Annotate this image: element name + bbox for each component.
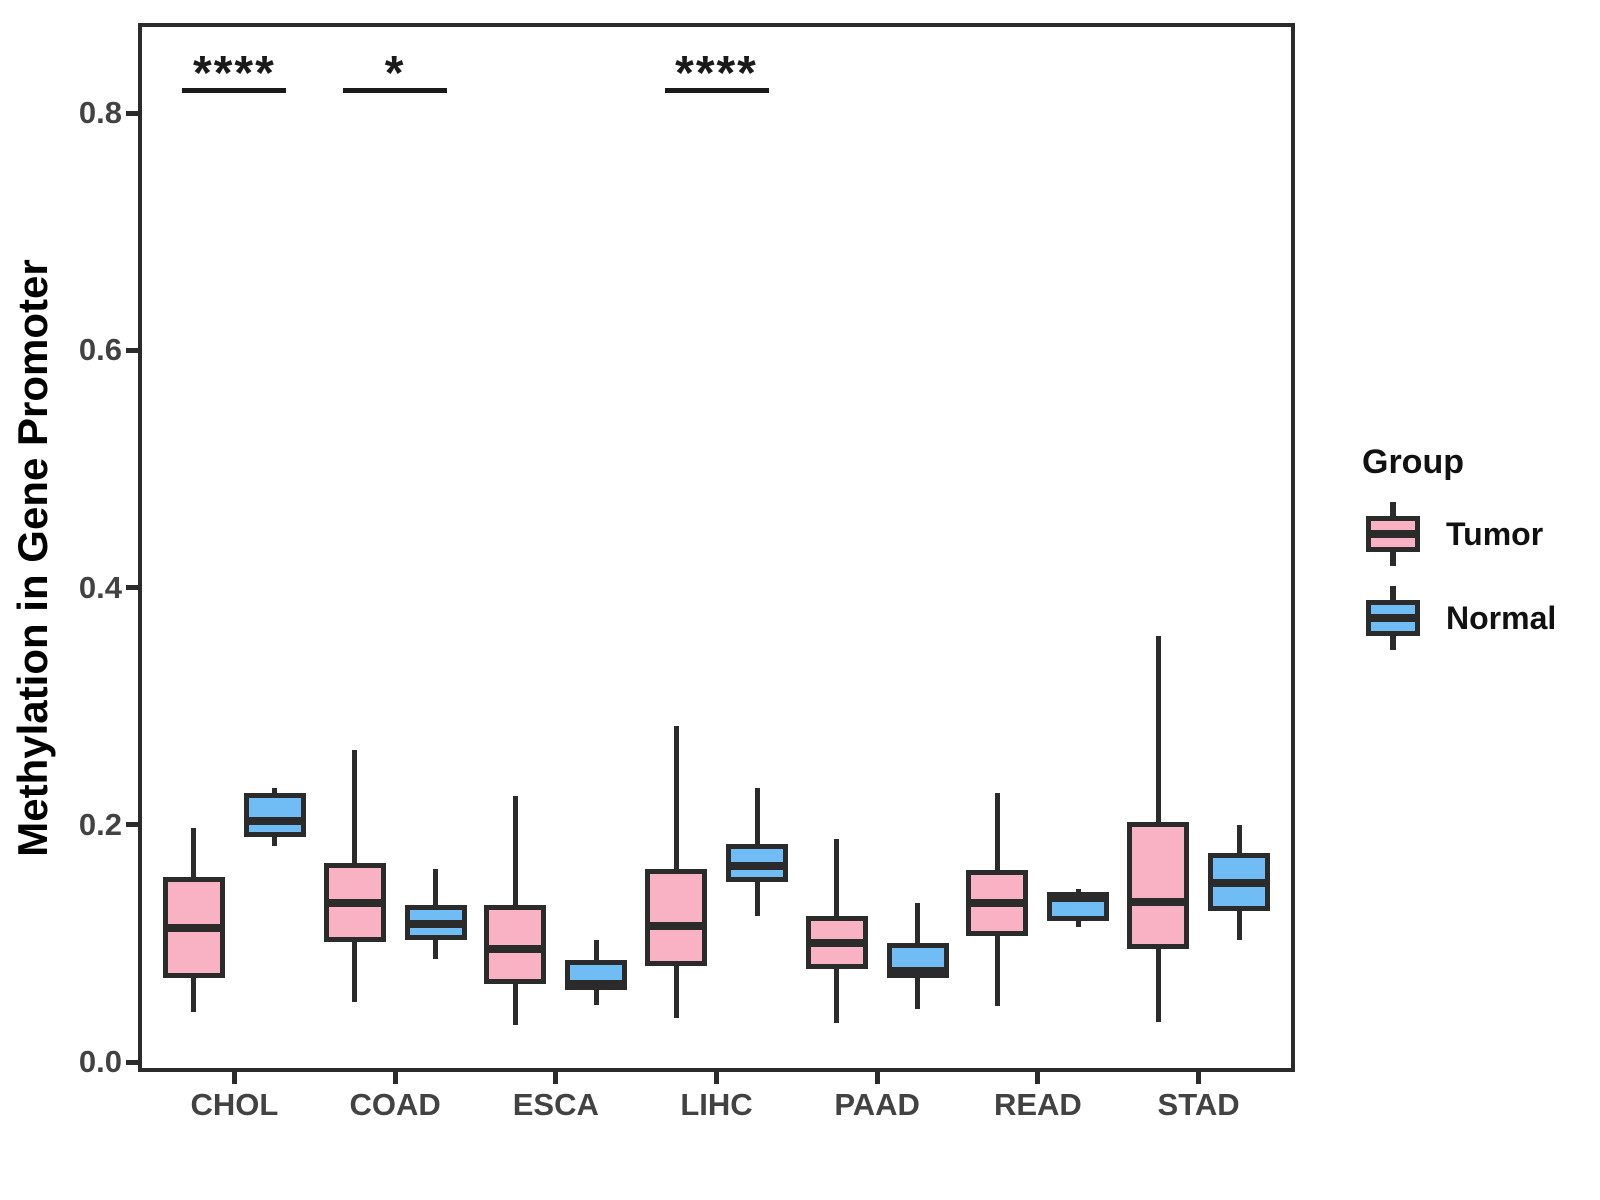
- median-paad-normal: [886, 966, 949, 975]
- median-chol-tumor: [162, 923, 225, 932]
- x-tick-mark: [1196, 1072, 1202, 1084]
- significance-label-chol: ****: [193, 47, 276, 100]
- median-coad-normal: [404, 920, 467, 929]
- plot-panel: [138, 23, 1295, 1072]
- x-tick-mark: [714, 1072, 719, 1084]
- x-tick-mark: [1035, 1072, 1041, 1084]
- median-chol-normal: [243, 817, 306, 826]
- legend-item-normal: Normal: [1366, 586, 1595, 650]
- y-tick-label: 0.4: [78, 569, 122, 605]
- x-tick-label-paad: PAAD: [834, 1087, 920, 1122]
- key-median: [1366, 614, 1420, 622]
- x-tick-label-read: READ: [993, 1087, 1082, 1122]
- y-tick-label: 0.6: [78, 332, 122, 368]
- y-tick-label: 0.0: [78, 1044, 122, 1079]
- significance-bar-coad: [343, 88, 448, 93]
- box-chol-normal: [243, 792, 306, 837]
- median-read-tumor: [966, 899, 1029, 908]
- y-tick-mark: [126, 822, 138, 828]
- median-esca-normal: [565, 979, 628, 988]
- median-lihc-normal: [726, 862, 788, 871]
- x-tick-mark: [231, 1072, 237, 1084]
- median-read-normal: [1047, 894, 1110, 903]
- box-esca-tumor: [484, 905, 547, 984]
- key-median: [1366, 530, 1420, 538]
- y-tick-mark: [126, 1059, 138, 1065]
- normal-boxplot-key-icon: [1366, 586, 1420, 650]
- legend-item-label: Normal: [1446, 599, 1557, 636]
- x-tick-label-lihc: LIHC: [680, 1087, 753, 1122]
- significance-label-lihc: ****: [675, 47, 758, 100]
- box-lihc-tumor: [645, 868, 707, 966]
- median-stad-tumor: [1127, 897, 1190, 906]
- significance-label-coad: *: [384, 47, 406, 100]
- y-tick-mark: [126, 110, 138, 116]
- y-tick-mark: [126, 585, 138, 591]
- legend: Group Tumor Normal: [1350, 443, 1595, 650]
- y-tick-label: 0.2: [78, 806, 122, 842]
- median-esca-tumor: [484, 945, 547, 954]
- median-paad-tumor: [805, 939, 868, 948]
- x-tick-label-chol: CHOL: [190, 1087, 279, 1122]
- y-tick-label: 0.8: [78, 95, 122, 131]
- x-tick-label-coad: COAD: [349, 1087, 441, 1122]
- x-tick-mark: [392, 1072, 398, 1084]
- median-coad-tumor: [323, 899, 386, 908]
- x-tick-label-esca: ESCA: [512, 1087, 599, 1122]
- y-tick-mark: [126, 347, 138, 353]
- legend-item-tumor: Tumor: [1366, 502, 1595, 566]
- tumor-boxplot-key-icon: [1366, 502, 1420, 566]
- significance-bar-lihc: [664, 88, 769, 93]
- x-tick-mark: [553, 1072, 559, 1084]
- median-stad-normal: [1208, 878, 1271, 887]
- median-lihc-tumor: [645, 921, 707, 930]
- legend-title: Group: [1362, 443, 1464, 481]
- box-stad-tumor: [1127, 822, 1190, 950]
- significance-bar-chol: [182, 88, 287, 93]
- x-tick-mark: [874, 1072, 880, 1084]
- legend-item-label: Tumor: [1446, 515, 1544, 552]
- x-tick-label-stad: STAD: [1157, 1087, 1240, 1122]
